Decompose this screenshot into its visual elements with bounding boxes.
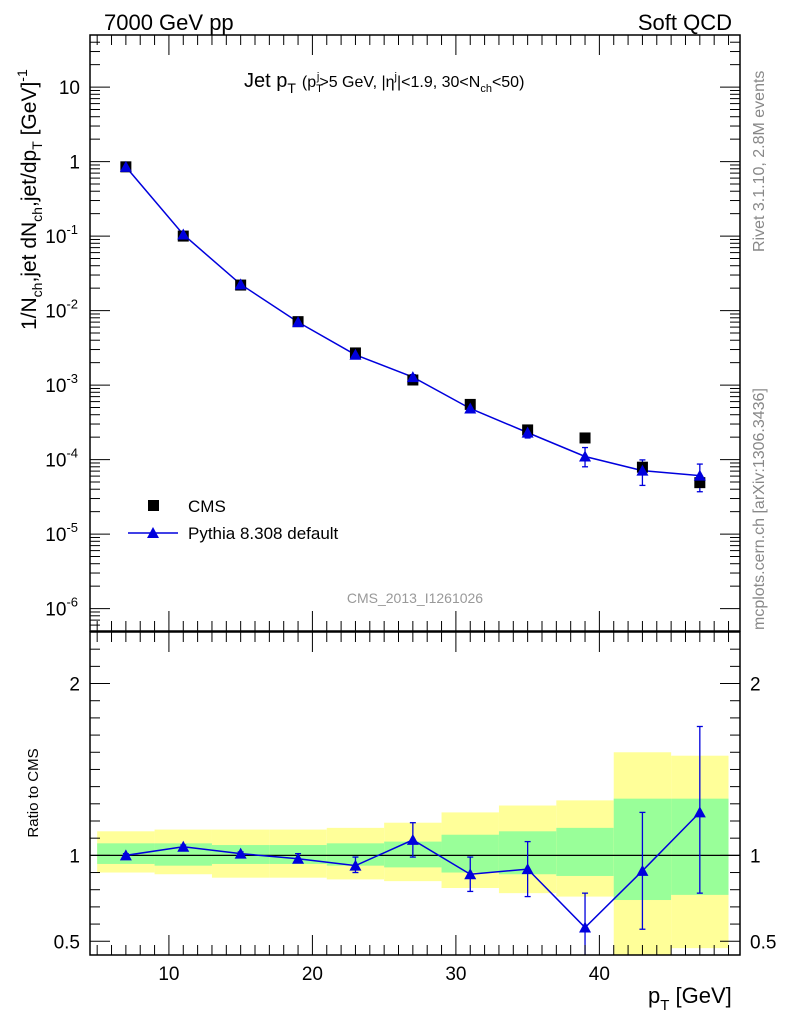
pythia-point — [349, 348, 362, 360]
x-tick-label: 10 — [158, 964, 179, 985]
main-series — [119, 160, 706, 493]
ratio-y-axis: 0.5 0.5 1 1 2 2 — [54, 648, 776, 953]
ratio-pythia-point — [177, 840, 190, 852]
ratio-pythia-point — [464, 868, 477, 880]
main-y-tick-label: 10-4 — [45, 446, 78, 472]
main-y-tick-label: 10-2 — [45, 297, 78, 323]
chart-title: Jet pT (pTj>5 GeV, |ηj|<1.9, 30<Nch<50) — [244, 70, 524, 96]
legend: CMS Pythia 8.308 default — [128, 497, 339, 543]
pythia-point — [119, 160, 132, 172]
ratio-y-tick-label-right: 0.5 — [750, 932, 776, 953]
ratio-inner-band — [556, 827, 614, 876]
ratio-pythia-point — [349, 859, 362, 871]
main-y-tick-label: 1 — [69, 153, 80, 174]
ratio-pythia-point — [521, 863, 534, 875]
ratio-y-tick-label-right: 2 — [750, 675, 761, 696]
ratio-y-axis-label: Ratio to CMS — [25, 748, 42, 837]
main-y-tick-label: 10-3 — [45, 371, 78, 397]
x-tick-label: 40 — [589, 964, 610, 985]
ratio-plot-frame — [89, 631, 741, 956]
ratio-series — [119, 725, 706, 955]
pythia-curve — [125, 166, 700, 477]
pythia-point — [636, 464, 649, 476]
energy-label: 7000 GeV pp — [104, 10, 234, 35]
ratio-x-axis: 10 20 30 40 — [96, 632, 730, 985]
mcplots-reference-label: mcplots.cern.ch [arXiv:1306.3436] — [751, 388, 768, 630]
main-y-tick-label: 10-1 — [45, 222, 78, 248]
ratio-pythia-point — [636, 864, 649, 876]
pythia-point — [521, 426, 534, 438]
ratio-pythia-point — [406, 833, 419, 845]
legend-cms-marker — [148, 500, 159, 511]
ratio-pythia-point — [579, 921, 592, 933]
ratio-y-tick-label: 0.5 — [54, 932, 80, 953]
pythia-point — [292, 316, 305, 328]
legend-pythia-marker — [147, 527, 159, 538]
pythia-point — [406, 371, 419, 383]
main-x-ticks — [96, 35, 730, 631]
analysis-id-label: CMS_2013_I1261026 — [347, 590, 483, 606]
ratio-pythia-point — [693, 806, 706, 818]
ratio-pythia-point — [234, 847, 247, 859]
legend-pythia-label: Pythia 8.308 default — [188, 524, 339, 543]
x-tick-label: 30 — [445, 964, 466, 985]
process-label: Soft QCD — [638, 10, 732, 35]
ratio-pythia-point — [292, 852, 305, 864]
legend-cms-label: CMS — [188, 497, 226, 516]
main-y-tick-label: 10-6 — [45, 595, 78, 621]
pythia-point — [693, 469, 706, 481]
main-y-tick-label: 10 — [59, 78, 80, 99]
x-tick-label: 20 — [302, 964, 323, 985]
pythia-point — [234, 278, 247, 290]
cms-data-point — [694, 477, 706, 489]
ratio-y-tick-label: 1 — [69, 846, 80, 867]
rivet-version-label: Rivet 3.1.10, 2.8M events — [751, 71, 768, 252]
ratio-y-tick-label-right: 1 — [750, 846, 761, 867]
x-axis-label: pT [GeV] — [648, 983, 732, 1014]
main-y-tick-label: 10-5 — [45, 520, 78, 546]
pythia-point — [579, 450, 592, 462]
main-y-axis: 10-6 10-5 10-4 10-3 10-2 10-1 1 10 — [45, 34, 740, 626]
main-y-axis-label: 1/Nch,jet dNch,jet/dpT [GeV]-1 — [14, 69, 45, 330]
cms-data-point — [579, 432, 591, 444]
ratio-panel: 0.5 0.5 1 1 2 2 10 20 30 40 Ratio to CMS pT [GeV… — [25, 631, 776, 1014]
ratio-y-tick-label: 2 — [69, 675, 80, 696]
ratio-pythia-point — [119, 849, 132, 861]
ratio-inner-band — [326, 843, 385, 866]
pythia-point — [177, 228, 190, 240]
pythia-point — [464, 402, 477, 414]
main-panel: 10-6 10-5 10-4 10-3 10-2 10-1 1 10 Jet pT (pTj>5… — [14, 34, 741, 632]
